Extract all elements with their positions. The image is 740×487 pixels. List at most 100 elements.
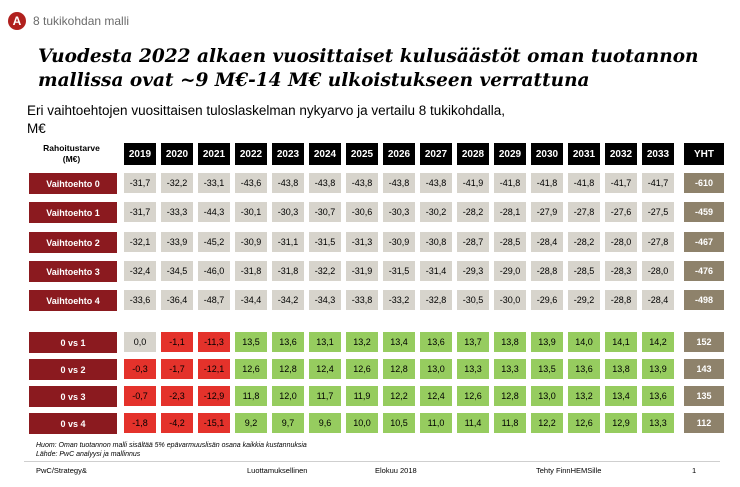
value-cell: -41,8 <box>568 173 600 193</box>
difference-cell: 11,4 <box>457 413 489 433</box>
value-cell: -30,5 <box>457 290 489 310</box>
value-cell: -28,4 <box>642 290 674 310</box>
value-cell: -44,3 <box>198 202 230 222</box>
difference-cell: 12,6 <box>235 359 267 379</box>
value-cell: -32,2 <box>309 261 341 281</box>
column-header-year: 2027 <box>420 143 452 165</box>
value-cell: -28,8 <box>605 290 637 310</box>
difference-cell: 12,8 <box>494 386 526 406</box>
footnote-note: Huom: Oman tuotannon malli sisältää 5% e… <box>36 442 307 449</box>
value-cell: -43,8 <box>420 173 452 193</box>
difference-cell: 9,2 <box>235 413 267 433</box>
value-cell: -28,0 <box>605 232 637 252</box>
column-header-total: YHT <box>684 143 724 165</box>
row-label-alternative: Vaihtoehto 1 <box>29 202 117 223</box>
difference-cell: 13,5 <box>235 332 267 352</box>
value-cell: -41,7 <box>642 173 674 193</box>
value-cell: -33,9 <box>161 232 193 252</box>
page-title: Vuodesta 2022 alkaen vuosittaiset kulusä… <box>38 46 699 91</box>
value-cell: -45,2 <box>198 232 230 252</box>
value-cell: -28,2 <box>568 232 600 252</box>
total-cell: -476 <box>684 261 724 281</box>
difference-cell: 13,6 <box>420 332 452 352</box>
difference-cell: 12,0 <box>272 386 304 406</box>
value-cell: -30,2 <box>420 202 452 222</box>
unit-label: M€ <box>27 121 46 136</box>
value-cell: -33,1 <box>198 173 230 193</box>
value-cell: -31,1 <box>272 232 304 252</box>
difference-cell: 14,0 <box>568 332 600 352</box>
difference-cell: -2,3 <box>161 386 193 406</box>
difference-cell: 13,9 <box>642 359 674 379</box>
value-cell: -31,4 <box>420 261 452 281</box>
footer-date: Elokuu 2018 <box>375 466 417 475</box>
value-cell: -27,6 <box>605 202 637 222</box>
column-header-year: 2033 <box>642 143 674 165</box>
column-header-year: 2028 <box>457 143 489 165</box>
corner-label: Rahoitustarve (M€) <box>24 143 119 165</box>
value-cell: -43,8 <box>383 173 415 193</box>
column-header-year: 2022 <box>235 143 267 165</box>
difference-cell: -12,9 <box>198 386 230 406</box>
value-cell: -29,2 <box>568 290 600 310</box>
value-cell: -27,5 <box>642 202 674 222</box>
footer-prepared: Tehty FinnHEMSille <box>536 466 602 475</box>
column-header-year: 2026 <box>383 143 415 165</box>
value-cell: -31,3 <box>346 232 378 252</box>
difference-cell: 12,4 <box>309 359 341 379</box>
difference-cell: -1,7 <box>161 359 193 379</box>
value-cell: -27,8 <box>568 202 600 222</box>
value-cell: -29,0 <box>494 261 526 281</box>
column-header-year: 2031 <box>568 143 600 165</box>
row-label-comparison: 0 vs 3 <box>29 386 117 407</box>
difference-cell: -4,2 <box>161 413 193 433</box>
total-cell: 143 <box>684 359 724 379</box>
difference-cell: 12,2 <box>383 386 415 406</box>
column-header-year: 2019 <box>124 143 156 165</box>
value-cell: -43,6 <box>235 173 267 193</box>
difference-cell: -11,3 <box>198 332 230 352</box>
value-cell: -28,0 <box>642 261 674 281</box>
value-cell: -30,7 <box>309 202 341 222</box>
difference-cell: 13,0 <box>531 386 563 406</box>
difference-cell: 11,9 <box>346 386 378 406</box>
value-cell: -28,5 <box>568 261 600 281</box>
section-label: 8 tukikohdan malli <box>33 14 130 28</box>
value-cell: -33,2 <box>383 290 415 310</box>
row-label-alternative: Vaihtoehto 4 <box>29 290 117 311</box>
difference-cell: 0,0 <box>124 332 156 352</box>
difference-cell: -12,1 <box>198 359 230 379</box>
value-cell: -31,5 <box>309 232 341 252</box>
difference-cell: 11,8 <box>494 413 526 433</box>
value-cell: -28,7 <box>457 232 489 252</box>
difference-cell: 12,9 <box>605 413 637 433</box>
difference-cell: 9,6 <box>309 413 341 433</box>
value-cell: -34,4 <box>235 290 267 310</box>
difference-cell: 10,0 <box>346 413 378 433</box>
difference-cell: -0,7 <box>124 386 156 406</box>
difference-cell: -1,8 <box>124 413 156 433</box>
section-badge: A <box>8 12 26 30</box>
value-cell: -32,1 <box>124 232 156 252</box>
value-cell: -41,7 <box>605 173 637 193</box>
column-header-year: 2020 <box>161 143 193 165</box>
difference-cell: 13,8 <box>605 359 637 379</box>
value-cell: -30,9 <box>383 232 415 252</box>
difference-cell: 13,9 <box>531 332 563 352</box>
value-cell: -34,3 <box>309 290 341 310</box>
difference-cell: 12,8 <box>383 359 415 379</box>
value-cell: -28,8 <box>531 261 563 281</box>
difference-cell: 13,3 <box>457 359 489 379</box>
footer-page-number: 1 <box>692 466 697 475</box>
difference-cell: 13,3 <box>494 359 526 379</box>
difference-cell: 13,5 <box>531 359 563 379</box>
column-header-year: 2025 <box>346 143 378 165</box>
value-cell: -41,8 <box>531 173 563 193</box>
total-cell: 112 <box>684 413 724 433</box>
table-subtitle: Eri vaihtoehtojen vuosittaisen tuloslask… <box>27 103 506 118</box>
footnote-source: Lähde: PwC analyysi ja mallinnus <box>36 451 141 458</box>
difference-cell: 12,6 <box>346 359 378 379</box>
total-cell: -498 <box>684 290 724 310</box>
corner-label-line-2: (M€) <box>62 154 81 164</box>
value-cell: -41,9 <box>457 173 489 193</box>
